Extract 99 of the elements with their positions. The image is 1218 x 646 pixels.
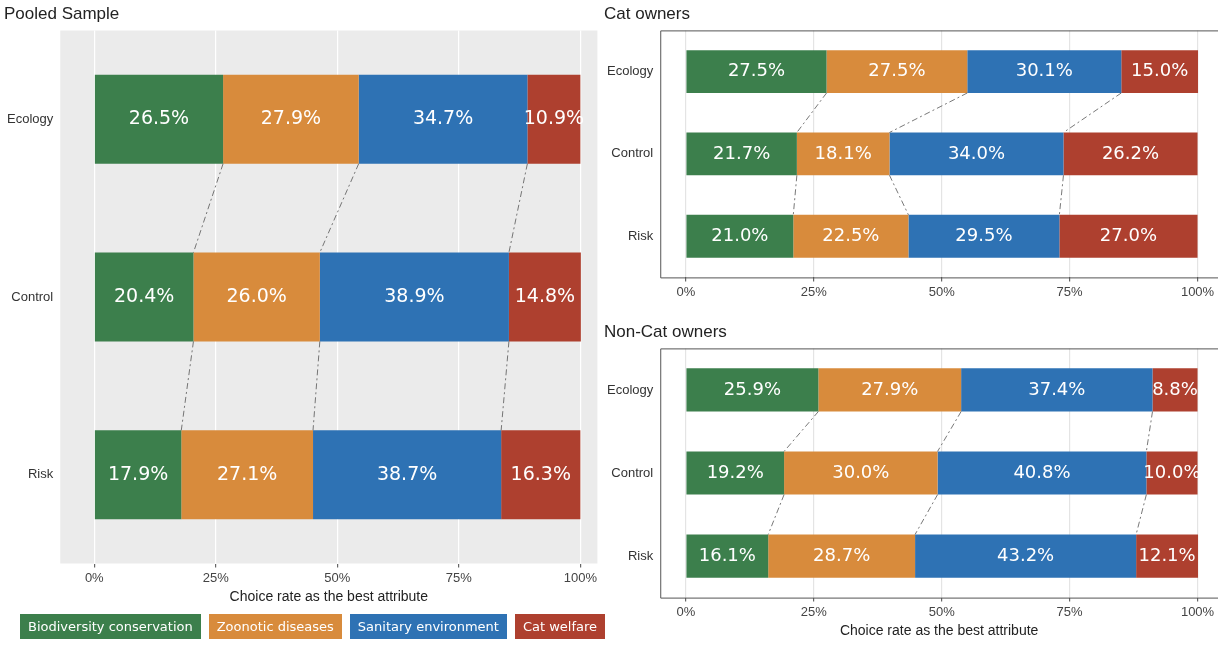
bar <box>181 430 314 520</box>
data-label: 17.9% <box>107 461 169 484</box>
bar <box>1059 214 1198 258</box>
bar <box>686 368 819 412</box>
bar <box>686 214 794 258</box>
x-tick-label: 25% <box>800 283 828 299</box>
data-label: 28.7% <box>813 543 871 565</box>
bar <box>967 50 1122 93</box>
data-label: 15.0% <box>1131 59 1189 81</box>
x-tick-label: 0% <box>676 603 696 619</box>
data-label: 19.2% <box>706 460 764 482</box>
data-label: 26.5% <box>128 106 190 129</box>
data-label: 22.5% <box>822 223 880 245</box>
data-label: 27.5% <box>868 59 926 81</box>
x-tick-label: 100% <box>1180 603 1215 619</box>
text: Sanitary environment <box>349 614 507 639</box>
data-label: 34.0% <box>947 141 1006 163</box>
bar <box>961 368 1153 412</box>
x-tick-label: 75% <box>1056 283 1084 299</box>
data-label: 20.4% <box>113 283 175 306</box>
x-tick-label: 25% <box>202 569 230 585</box>
data-label: 12.1% <box>1138 543 1196 565</box>
y-tick-label: Ecology <box>607 63 654 79</box>
bar <box>94 252 194 342</box>
data-label: 27.9% <box>861 377 919 399</box>
x-tick-label: 100% <box>563 569 598 585</box>
bar <box>818 368 962 412</box>
bar <box>686 451 785 495</box>
x-tick-label: 75% <box>445 569 473 585</box>
data-label: 38.7% <box>376 461 438 484</box>
text: Biodiversity conservation <box>20 614 201 639</box>
bar <box>1136 534 1199 578</box>
y-tick-label: Control <box>611 145 654 161</box>
bar <box>508 252 581 342</box>
bar <box>193 252 320 342</box>
data-label: 27.9% <box>260 106 322 129</box>
y-tick-label: Control <box>611 464 654 480</box>
data-label: 30.1% <box>1015 59 1073 81</box>
text: Cat welfare <box>514 614 606 639</box>
x-tick-label: 50% <box>928 603 956 619</box>
data-label: 21.7% <box>713 141 771 163</box>
bar <box>796 132 890 176</box>
data-label: 21.0% <box>711 223 769 245</box>
bar <box>94 430 182 520</box>
data-label: 16.1% <box>698 543 756 565</box>
bar <box>313 430 502 520</box>
x-tick-label: 0% <box>84 569 105 585</box>
x-tick-label: 0% <box>676 283 696 299</box>
data-label: 8.8% <box>1152 377 1198 399</box>
data-label: 37.4% <box>1028 377 1086 399</box>
data-label: 30.0% <box>832 460 890 482</box>
bar <box>915 534 1137 578</box>
y-tick-label: Ecology <box>607 381 654 397</box>
x-axis-title: Choice rate as the best attribute <box>229 588 429 605</box>
x-tick-label: 75% <box>1056 603 1084 619</box>
data-label: 29.5% <box>955 223 1013 245</box>
bar <box>937 451 1147 495</box>
x-axis-title: Choice rate as the best attribute <box>839 622 1039 639</box>
y-tick-label: Risk <box>627 547 654 563</box>
y-tick-label: Risk <box>627 227 654 243</box>
bar <box>768 534 916 578</box>
bar <box>826 50 968 93</box>
data-label: 16.3% <box>510 461 571 484</box>
data-label: 40.8% <box>1013 460 1071 482</box>
data-label: 34.7% <box>412 106 474 129</box>
bar <box>686 132 797 176</box>
bar <box>94 74 224 164</box>
data-label: 26.0% <box>226 283 287 306</box>
data-label: 27.5% <box>727 59 786 81</box>
data-label: 25.9% <box>723 377 781 399</box>
bar <box>1121 50 1199 93</box>
data-label: 14.8% <box>514 283 576 306</box>
text: Zoonotic diseases <box>208 614 342 639</box>
chart-title: Non-Cat owners <box>604 321 727 341</box>
y-tick-label: Ecology <box>7 110 54 126</box>
bar <box>1063 132 1198 176</box>
bar <box>223 74 359 164</box>
data-label: 26.2% <box>1101 141 1160 163</box>
data-label: 27.1% <box>216 461 278 484</box>
bar <box>319 252 509 342</box>
chart-title: Cat owners <box>604 3 690 23</box>
x-tick-label: 50% <box>324 569 351 585</box>
chart-title: Pooled Sample <box>4 3 120 23</box>
bar <box>501 430 581 520</box>
data-label: 27.0% <box>1099 223 1158 245</box>
x-tick-label: 50% <box>928 283 956 299</box>
y-tick-label: Control <box>11 288 54 304</box>
data-label: 43.2% <box>997 543 1055 565</box>
bar <box>908 214 1060 258</box>
bar <box>889 132 1064 176</box>
x-tick-label: 25% <box>800 603 828 619</box>
data-label: 38.9% <box>384 283 445 306</box>
x-tick-label: 100% <box>1180 283 1215 299</box>
bar <box>793 214 909 258</box>
bar <box>686 50 827 93</box>
data-label: 18.1% <box>814 141 872 163</box>
bar <box>686 534 769 578</box>
bar <box>784 451 938 495</box>
y-tick-label: Risk <box>27 466 54 482</box>
